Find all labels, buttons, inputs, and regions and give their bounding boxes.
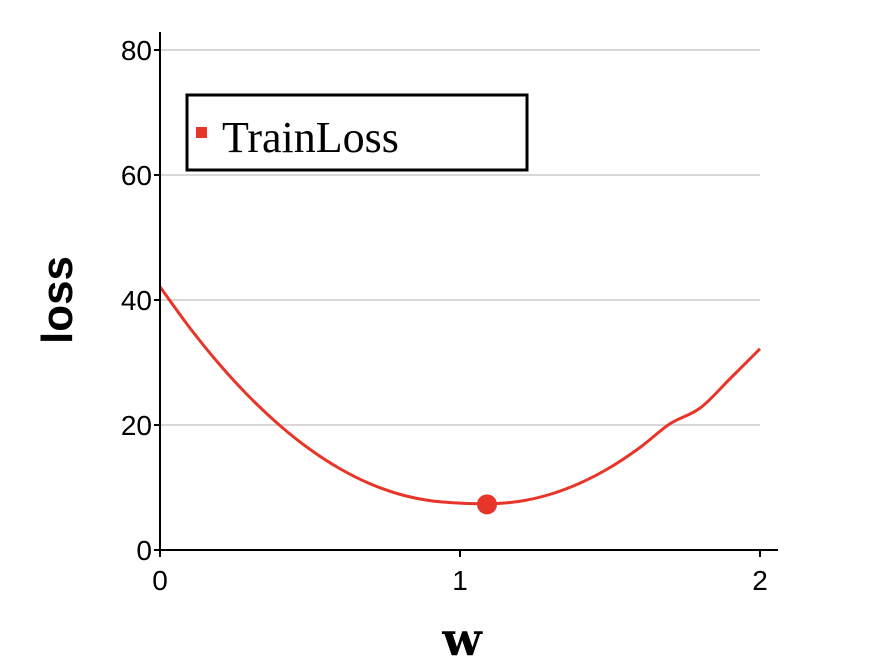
x-axis-title: w — [441, 612, 483, 666]
legend-label: TrainLoss — [222, 113, 399, 162]
x-tick-label-2: 2 — [752, 565, 768, 596]
y-tick-label-0: 0 — [136, 535, 152, 566]
x-tick-label-1: 1 — [452, 565, 468, 596]
y-tick-label-40: 40 — [121, 285, 152, 316]
legend-box — [185, 93, 529, 172]
curve-layer — [158, 285, 762, 515]
y-tick-label-80: 80 — [121, 35, 152, 66]
train-loss-line — [158, 285, 762, 506]
y-tick-label-60: 60 — [121, 160, 152, 191]
minimum-point — [477, 494, 497, 515]
legend: TrainLoss — [185, 93, 529, 172]
x-tick-label-0: 0 — [152, 565, 168, 596]
grid-lines — [160, 49, 760, 426]
ticks: 0 20 40 60 80 0 1 2 — [121, 35, 768, 596]
y-tick-label-20: 20 — [121, 410, 152, 441]
legend-swatch — [196, 127, 207, 138]
y-axis-title: loss — [33, 256, 82, 344]
axes — [159, 32, 778, 551]
